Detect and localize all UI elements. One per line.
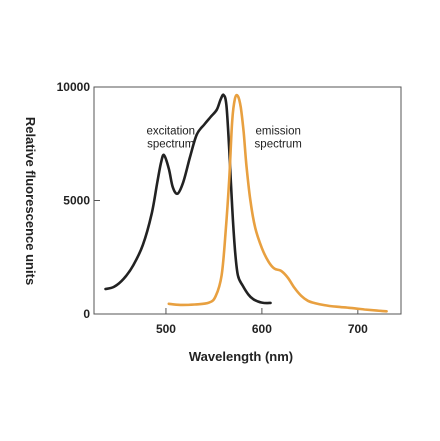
series-layer [104, 93, 388, 313]
x-axis-label: Wavelength (nm) [189, 349, 293, 364]
plot-frame [93, 86, 402, 315]
y-axis-label: Relative fluorescence units [23, 117, 38, 285]
excitation-series-line [104, 93, 272, 305]
x-tick-label-600: 600 [252, 322, 272, 336]
excitation-annotation-line: spectrum [147, 139, 194, 151]
axis-ticks: 500 600 700 0 5000 10000 [57, 80, 369, 336]
y-tick-label-0: 0 [83, 307, 90, 321]
y-tick-label-5000: 5000 [63, 194, 90, 208]
emission-series-line [167, 93, 388, 313]
excitation-annotation: excitation spectrum [146, 126, 195, 151]
excitation-annotation-line: excitation [146, 126, 195, 138]
x-tick-label-700: 700 [348, 322, 368, 336]
y-tick-label-10000: 10000 [57, 80, 91, 94]
emission-annotation: emission spectrum [255, 126, 302, 151]
emission-annotation-line: emission [256, 126, 301, 138]
x-tick-label-500: 500 [156, 322, 176, 336]
emission-annotation-line: spectrum [255, 139, 302, 151]
